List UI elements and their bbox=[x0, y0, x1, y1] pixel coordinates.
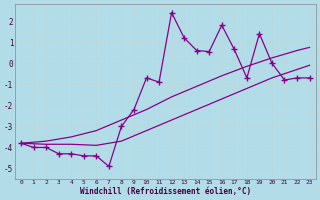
X-axis label: Windchill (Refroidissement éolien,°C): Windchill (Refroidissement éolien,°C) bbox=[80, 187, 251, 196]
